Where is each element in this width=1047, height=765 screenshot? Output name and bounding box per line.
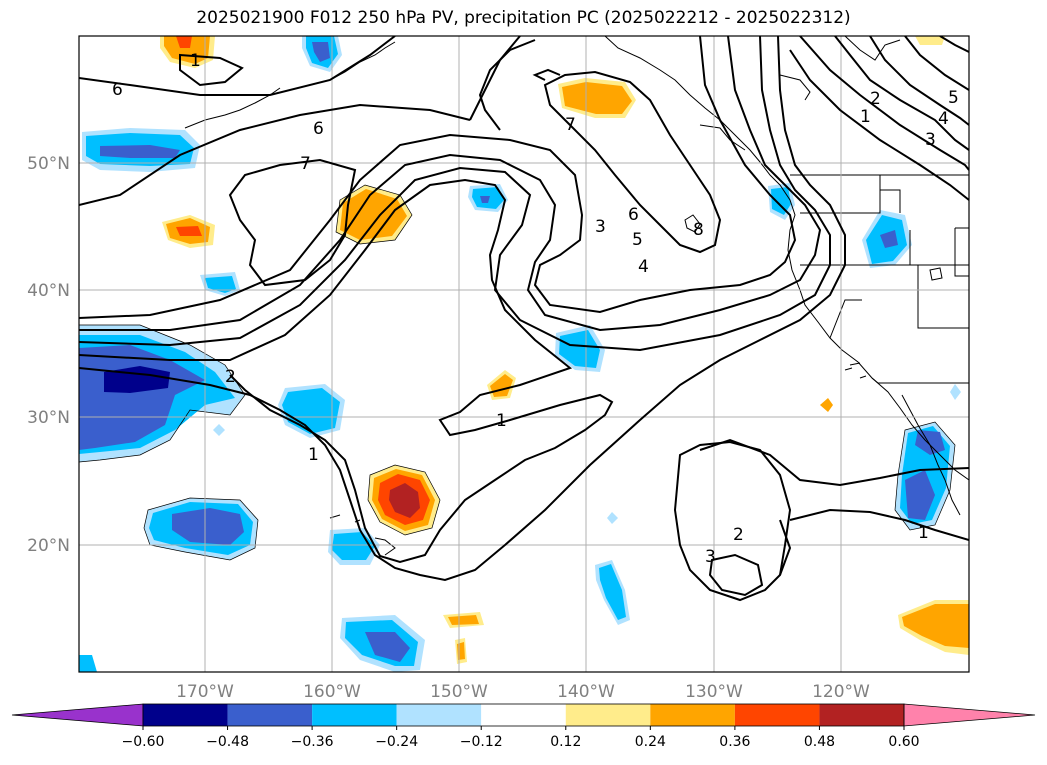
gridlines	[79, 36, 969, 672]
contour-label: 3	[925, 130, 936, 150]
colorbar-tick-label: −0.36	[291, 734, 334, 750]
colorbar-tick-label: 0.24	[635, 734, 666, 750]
negative-precip-shading	[79, 36, 961, 672]
colorbar-segment	[143, 704, 228, 726]
colorbar-segment	[819, 704, 904, 726]
colorbar-segment	[312, 704, 397, 726]
lon-tick-label: 150°W	[430, 682, 488, 702]
contour-label: 4	[638, 257, 649, 277]
lon-tick-label: 120°W	[812, 682, 870, 702]
colorbar-segment	[650, 704, 735, 726]
contour-label: 5	[632, 230, 643, 250]
contour-label: 3	[705, 547, 716, 567]
contour-label: 1	[860, 107, 871, 127]
contour-label: 3	[595, 217, 606, 237]
longitude-labels: 170°W 160°W 150°W 140°W 130°W 120°W	[176, 682, 870, 702]
colorbar: −0.60 −0.48 −0.36 −0.24 −0.12 0.12 0.24 0.36 0.4…	[11, 703, 1036, 750]
latitude-labels: 50°N 40°N 30°N 20°N	[27, 154, 70, 556]
coastlines	[184, 36, 969, 556]
colorbar-segment	[227, 704, 313, 726]
shading-outlines	[79, 184, 956, 561]
colorbar-tick-label: −0.60	[122, 734, 165, 750]
map-title: 2025021900 F012 250 hPa PV, precipitatio…	[196, 8, 851, 28]
colorbar-tick-label: 0.48	[804, 734, 835, 750]
colorbar-segment	[481, 704, 566, 726]
lat-tick-label: 20°N	[27, 536, 70, 556]
contour-labels: 6 1 6 7 7 2 1 1 3 6 5 4 8 2 1 3 4 5 2 3 …	[112, 51, 959, 567]
colorbar-frame	[142, 703, 905, 727]
contour-label: 2	[870, 89, 881, 109]
lat-tick-label: 40°N	[27, 281, 70, 301]
contour-label: 2	[733, 525, 744, 545]
colorbar-tick-label: −0.48	[206, 734, 249, 750]
lat-tick-label: 50°N	[27, 154, 70, 174]
positive-precip-shading	[160, 36, 969, 664]
colorbar-tick-label: 0.60	[888, 734, 919, 750]
lon-tick-label: 140°W	[557, 682, 615, 702]
map-frame	[78, 35, 970, 673]
colorbar-arrow-low	[11, 703, 144, 727]
colorbar-tick-label: −0.12	[460, 734, 503, 750]
pv-contours	[79, 36, 969, 602]
contour-label: 5	[948, 88, 959, 108]
lon-tick-label: 160°W	[303, 682, 361, 702]
colorbar-segment	[565, 704, 651, 726]
contour-label: 7	[565, 115, 576, 135]
colorbar-arrow-high	[903, 703, 1036, 727]
colorbar-tick-label: 0.12	[550, 734, 581, 750]
colorbar-tick-label: −0.24	[375, 734, 418, 750]
lon-tick-label: 130°W	[685, 682, 743, 702]
map-background	[79, 36, 969, 672]
contour-label: 7	[300, 154, 311, 174]
contour-label: 6	[313, 119, 324, 139]
colorbar-segment	[396, 704, 482, 726]
contour-label: 6	[112, 80, 123, 100]
contour-label: 2	[225, 367, 236, 387]
contour-label: 6	[628, 205, 639, 225]
colorbar-segment	[734, 704, 820, 726]
contour-label: 8	[693, 220, 704, 240]
colorbar-tick-label: 0.36	[719, 734, 750, 750]
contour-label: 1	[190, 51, 201, 71]
lon-tick-label: 170°W	[176, 682, 234, 702]
contour-label: 1	[308, 445, 319, 465]
contour-label: 1	[918, 523, 929, 543]
lat-tick-label: 30°N	[27, 408, 70, 428]
contour-label: 1	[496, 411, 507, 431]
contour-label: 4	[938, 109, 949, 129]
